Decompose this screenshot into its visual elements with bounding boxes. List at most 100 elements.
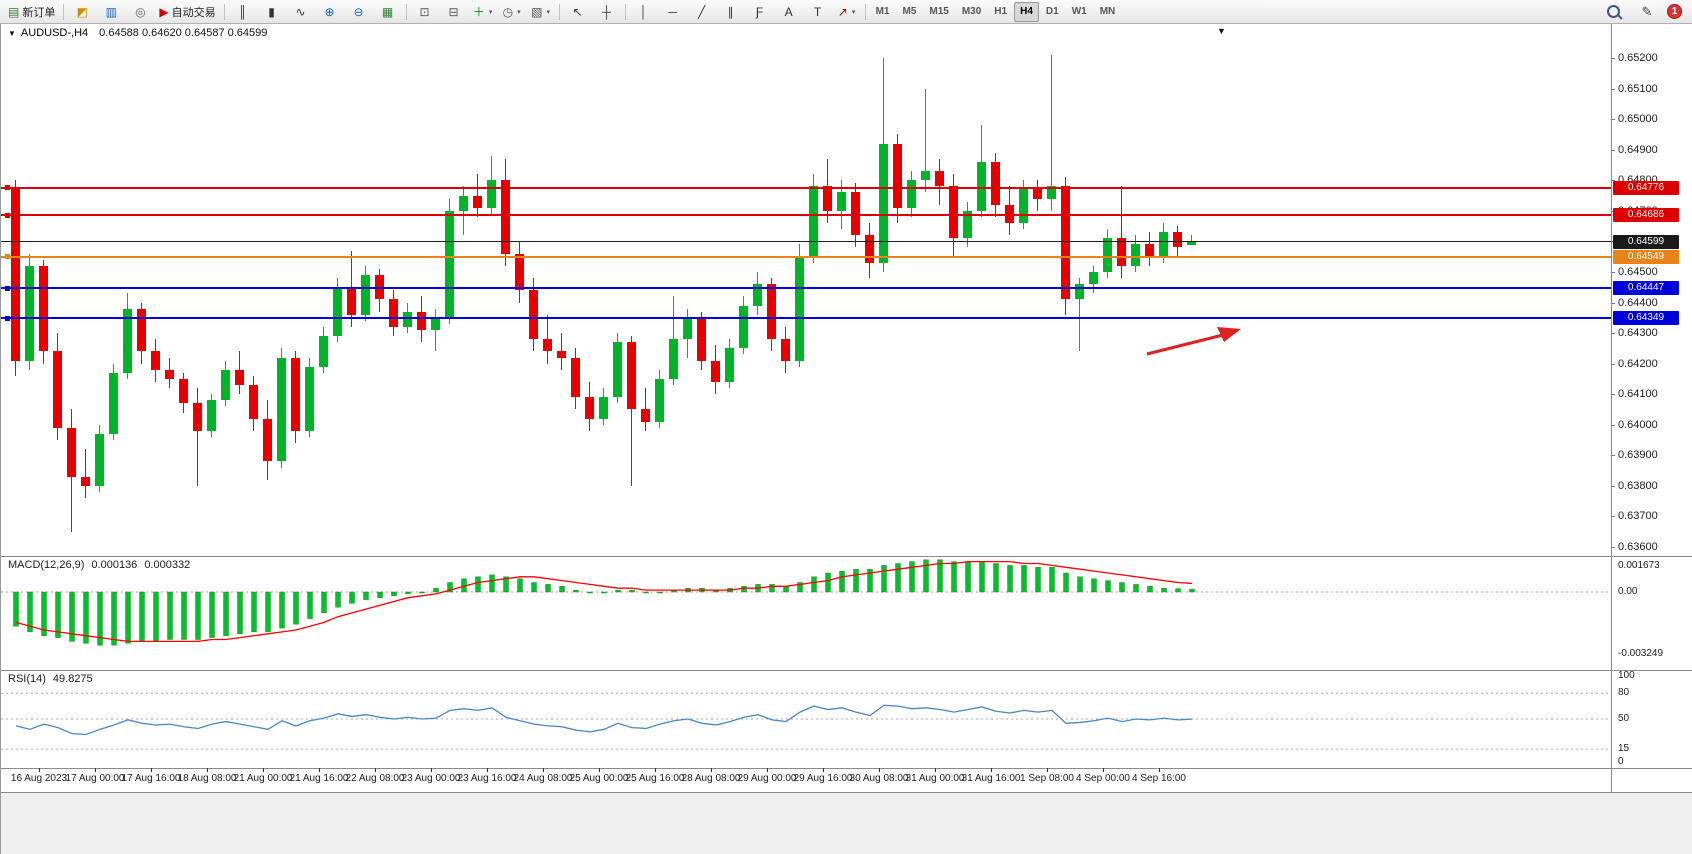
rsi-label: RSI(14) 49.8275	[8, 673, 93, 685]
timeframe-w1[interactable]: W1	[1071, 6, 1087, 17]
line-chart-button[interactable]: ∿	[287, 1, 315, 23]
vertical-line-button[interactable]: │	[630, 1, 658, 23]
line-handle[interactable]	[5, 285, 10, 291]
chevron-down-icon[interactable]: ▾	[488, 8, 493, 16]
zoom-out-button[interactable]: ⊖	[345, 1, 373, 23]
chevron-down-icon[interactable]: ▾	[851, 8, 856, 16]
rsi-axis-label: 50	[1618, 713, 1630, 724]
line-handle[interactable]	[5, 212, 10, 218]
timeframe-m15[interactable]: M15	[929, 6, 949, 17]
panel-divider[interactable]	[1, 670, 1692, 671]
line-handle[interactable]	[5, 254, 10, 260]
timeframe-h4[interactable]: H4	[1014, 1, 1039, 22]
candlestick-chart-button[interactable]: ▮	[258, 1, 286, 23]
notifications-badge[interactable]: 1	[1667, 4, 1682, 19]
timeframe-h1[interactable]: H1	[994, 6, 1008, 17]
toolbar-separator	[223, 3, 225, 20]
time-axis-label: 29 Aug 16:00	[793, 773, 853, 784]
horizontal-line-object[interactable]	[1, 287, 1611, 290]
navigator-button[interactable]: ◎	[126, 1, 154, 23]
panel-divider[interactable]	[1, 556, 1692, 557]
chart-title: ▼ AUDUSD-,H4 0.64588 0.64620 0.64587 0.6…	[8, 27, 267, 39]
time-axis-label: 23 Aug 16:00	[457, 773, 517, 784]
time-axis-label: 23 Aug 00:00	[401, 773, 461, 784]
toolbar-separator	[558, 3, 560, 20]
candle-wick	[197, 388, 198, 486]
horizontal-line-object[interactable]	[1, 317, 1611, 320]
window-background	[1, 793, 1692, 854]
time-axis-label: 17 Aug 16:00	[121, 773, 181, 784]
tile-horizontal-button[interactable]: ⊟	[440, 1, 468, 23]
horizontal-line-object[interactable]	[1, 186, 1611, 189]
timeframe-m30[interactable]: M30	[961, 6, 982, 17]
bid-price-line[interactable]	[1, 241, 1611, 243]
text-button[interactable]: A	[775, 1, 803, 23]
candle-bullish	[739, 305, 748, 349]
candle-bullish	[1019, 189, 1028, 224]
toolbar-separator	[405, 3, 407, 20]
trend-arrow-annotation[interactable]	[1, 24, 1692, 556]
candle-bullish	[879, 143, 888, 263]
label-icon: T	[813, 4, 822, 19]
crosshair-button[interactable]: ┼	[593, 1, 621, 23]
horizontal-line-object[interactable]	[1, 255, 1611, 258]
templates-button[interactable]: ▧ ▾	[527, 1, 555, 23]
timeframe-m1[interactable]: M1	[875, 6, 890, 17]
price-tick-label: 0.64000	[1618, 418, 1658, 431]
candle-bullish	[837, 192, 846, 211]
candle-bearish	[1117, 238, 1126, 266]
candle-bearish	[1005, 204, 1014, 224]
line-handle[interactable]	[5, 185, 10, 191]
price-tick	[1611, 547, 1615, 548]
candle-wick	[645, 388, 646, 431]
horizontal-line-object[interactable]	[1, 214, 1611, 217]
chart-plus-icon: ▤	[8, 4, 20, 19]
macd-name: MACD(12,26,9)	[8, 559, 85, 571]
candle-bearish	[571, 357, 580, 398]
cursor-button[interactable]: ↖	[564, 1, 592, 23]
chevron-down-icon[interactable]: ▾	[546, 8, 550, 16]
price-tick	[1611, 424, 1615, 426]
trendline-button[interactable]: ╱	[688, 1, 716, 23]
candle-bullish	[963, 210, 972, 239]
time-tick	[1103, 768, 1104, 772]
candle-wick	[631, 336, 632, 486]
channel-button[interactable]: ∥	[717, 1, 745, 23]
time-tick	[263, 768, 264, 772]
timeframe-d1[interactable]: D1	[1045, 6, 1059, 17]
macd-axis-label: 0.00	[1618, 586, 1638, 597]
auto-trading-button[interactable]: ▶ 自动交易	[155, 1, 219, 23]
timeframe-m5[interactable]: M5	[902, 6, 917, 17]
arrows-button[interactable]: ↗ ▾	[833, 1, 861, 23]
time-tick	[319, 768, 320, 772]
time-axis-label: 31 Aug 00:00	[905, 773, 965, 784]
cascade-windows-button[interactable]: ⊡	[411, 1, 439, 23]
periods-button[interactable]: ◷ ▾	[498, 1, 526, 23]
price-line-badge: 0.64447	[1613, 281, 1679, 296]
horizontal-line-button[interactable]: ─	[659, 1, 687, 23]
price-tick-label: 0.64400	[1618, 296, 1658, 309]
chevron-down-icon[interactable]: ▾	[517, 8, 521, 16]
candle-bearish	[151, 351, 160, 370]
subwindow-arrow-icon[interactable]: ▼	[1217, 26, 1226, 36]
edit-button[interactable]: ✎	[1633, 1, 1661, 23]
bar-chart-button[interactable]: ║	[229, 1, 257, 23]
tile-windows-button[interactable]: ▦	[374, 1, 402, 23]
new-order-button[interactable]: ▤ 新订单	[4, 1, 59, 23]
zoom-in-button[interactable]: ⊕	[316, 1, 344, 23]
candle-bullish	[907, 180, 916, 208]
timeframe-mn[interactable]: MN	[1099, 6, 1116, 17]
market-watch-button[interactable]: ◩	[68, 1, 96, 23]
line-handle[interactable]	[5, 315, 10, 321]
data-window-button[interactable]: ▥	[97, 1, 125, 23]
symbol-period-label: AUDUSD-,H4	[20, 27, 89, 39]
candle-bearish	[893, 143, 902, 208]
chevron-down-icon[interactable]: ▼	[8, 28, 16, 38]
search-button[interactable]	[1599, 1, 1627, 23]
add-indicator-button[interactable]: ＋ ▾	[469, 1, 497, 23]
fibonacci-button[interactable]: Ƒ	[746, 1, 774, 23]
label-button[interactable]: T	[804, 1, 832, 23]
candle-bullish	[1103, 238, 1112, 272]
candle-bearish	[543, 339, 552, 352]
price-line-badge: 0.64776	[1613, 180, 1679, 195]
